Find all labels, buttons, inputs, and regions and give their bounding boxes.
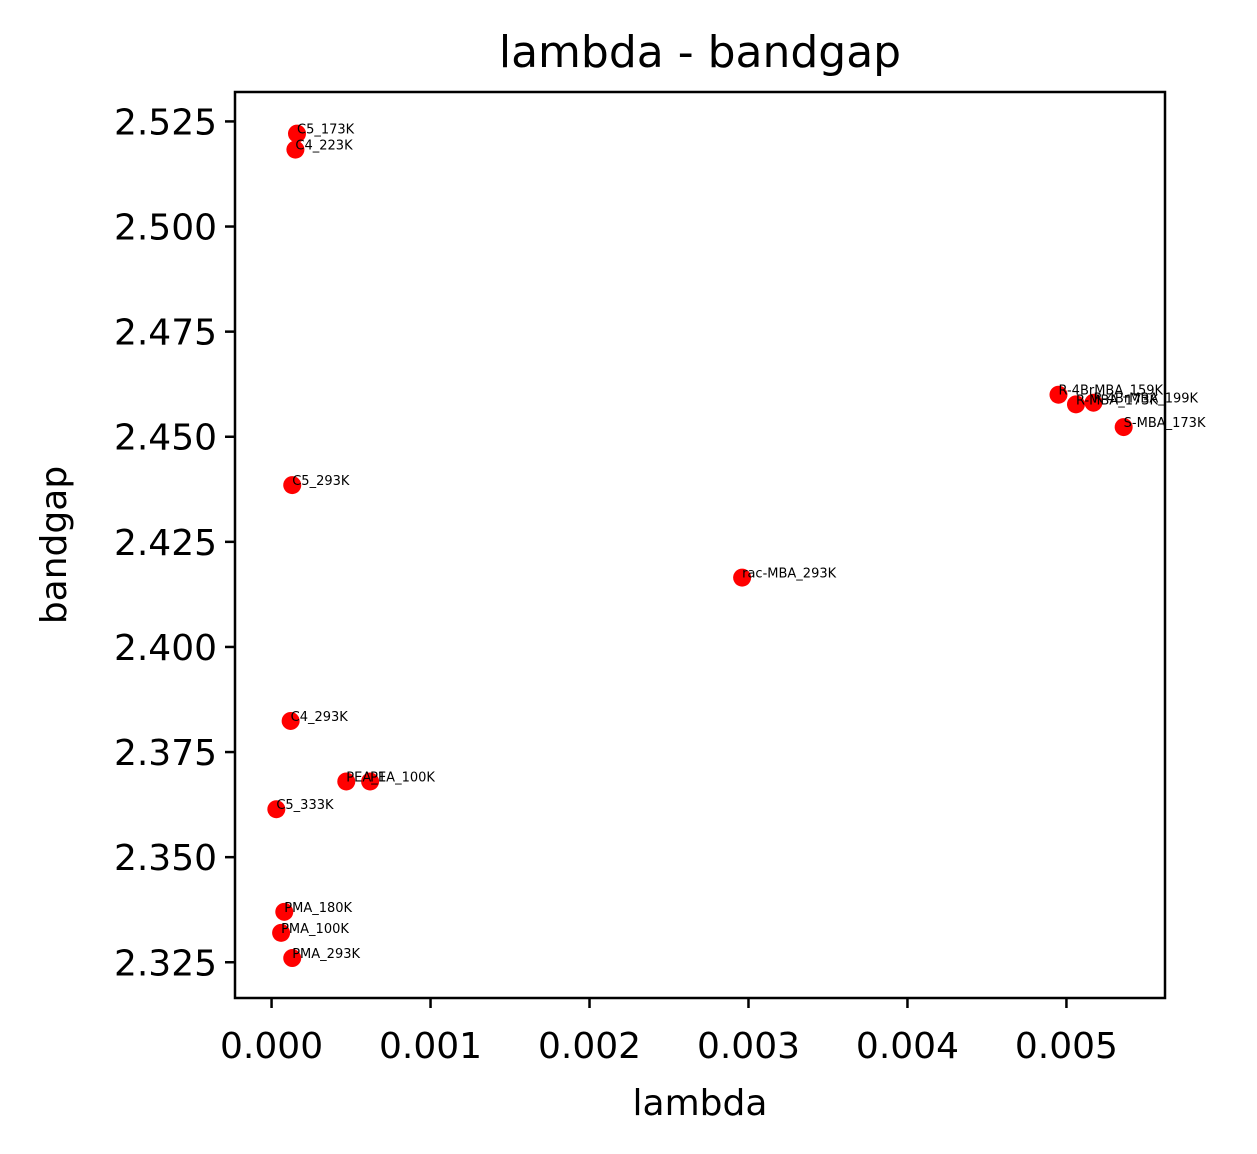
x-axis-label: lambda: [633, 1083, 768, 1124]
y-tick-label: 2.375: [114, 733, 217, 774]
y-tick-label: 2.475: [114, 313, 217, 354]
point-label: R-4BrMBA_159K: [1058, 384, 1163, 399]
x-tick-label: 0.004: [856, 1026, 959, 1067]
axes-frame: [233, 90, 1167, 1000]
data-point: [361, 772, 380, 791]
point-label: C4_223K: [295, 139, 353, 154]
point-label: PEA_100K: [370, 770, 435, 785]
point-label: C5_293K: [292, 474, 350, 489]
point-label: C5_173K: [297, 123, 355, 138]
y-tick-label: 2.400: [114, 628, 217, 669]
x-tick-label: 0.001: [379, 1026, 482, 1067]
point-label: C4_293K: [291, 710, 349, 725]
point-label: PMA_293K: [292, 947, 360, 962]
data-point: [283, 476, 302, 495]
y-axis: 2.325 2.350 2.375 2.400 2.425 2.450 2.475 2.500…: [114, 102, 235, 984]
x-tick-label: 0.003: [697, 1026, 800, 1067]
chart-title: lambda - bandgap: [499, 27, 901, 78]
data-point: [267, 800, 286, 819]
data-point: [1114, 418, 1133, 437]
point-label: PMA_100K: [281, 922, 349, 937]
y-tick-label: 2.350: [114, 838, 217, 879]
data-point: [1084, 393, 1103, 412]
point-label: R-4BrMBA_199K: [1093, 392, 1198, 407]
y-tick-label: 2.450: [114, 418, 217, 459]
data-point: [283, 949, 302, 968]
y-tick-label: 2.525: [114, 102, 217, 143]
point-label: PEA_1: [346, 770, 386, 785]
data-point: [288, 124, 306, 143]
data-point: [281, 711, 300, 730]
data-point: [1049, 385, 1068, 404]
y-axis-label: bandgap: [34, 466, 75, 624]
x-axis: 0.000 0.001 0.002 0.003 0.004 0.005: [220, 998, 1118, 1067]
x-tick-label: 0.005: [1015, 1026, 1118, 1067]
y-tick-label: 2.325: [114, 943, 217, 984]
point-label: PMA_180K: [284, 901, 352, 916]
point-label: C5_333K: [276, 798, 334, 813]
data-point: [272, 923, 291, 942]
data-point: [337, 772, 356, 791]
data-point: [733, 568, 752, 587]
y-tick-label: 2.425: [114, 523, 217, 564]
x-tick-label: 0.002: [538, 1026, 641, 1067]
x-tick-label: 0.000: [220, 1026, 323, 1067]
data-point: [286, 140, 305, 159]
data-point: [1066, 395, 1085, 414]
point-label: R-MBA_173K: [1076, 393, 1159, 408]
y-tick-label: 2.500: [114, 208, 217, 249]
point-label: rac-MBA_293K: [742, 567, 836, 582]
data-point: [275, 902, 294, 921]
